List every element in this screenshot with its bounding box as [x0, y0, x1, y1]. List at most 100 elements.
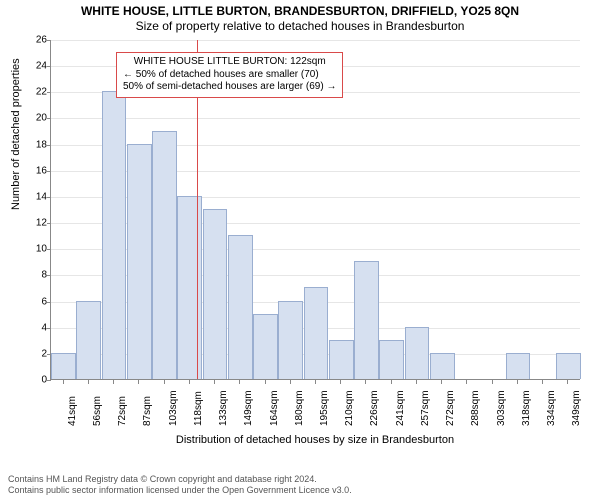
gridline: [51, 118, 580, 119]
xtick-label: 41sqm: [67, 396, 78, 426]
xtick-mark: [441, 380, 442, 384]
xtick-label: 349sqm: [571, 390, 582, 426]
xtick-mark: [391, 380, 392, 384]
xtick-label: 103sqm: [168, 390, 179, 426]
ytick-mark: [47, 328, 51, 329]
histogram-bar: [556, 353, 581, 379]
ytick-mark: [47, 40, 51, 41]
ytick-mark: [47, 197, 51, 198]
xtick-label: 226sqm: [369, 390, 380, 426]
xtick-mark: [138, 380, 139, 384]
xtick-label: 210sqm: [344, 390, 355, 426]
xtick-label: 272sqm: [445, 390, 456, 426]
xtick-mark: [416, 380, 417, 384]
ytick-label: 26: [27, 35, 47, 46]
histogram-bar: [430, 353, 455, 379]
annotation-line: ← 50% of detached houses are smaller (70…: [123, 69, 336, 82]
x-axis-label: Distribution of detached houses by size …: [50, 434, 580, 446]
histogram-bar: [405, 327, 430, 379]
ytick-label: 12: [27, 218, 47, 229]
ytick-mark: [47, 118, 51, 119]
histogram-bar: [253, 314, 278, 379]
ytick-label: 10: [27, 244, 47, 255]
gridline: [51, 40, 580, 41]
xtick-mark: [189, 380, 190, 384]
xtick-mark: [214, 380, 215, 384]
xtick-label: 149sqm: [243, 390, 254, 426]
xtick-mark: [265, 380, 266, 384]
xtick-mark: [567, 380, 568, 384]
xtick-mark: [113, 380, 114, 384]
xtick-label: 56sqm: [92, 396, 103, 426]
ytick-label: 8: [27, 270, 47, 281]
ytick-label: 18: [27, 139, 47, 150]
ytick-label: 22: [27, 87, 47, 98]
histogram-bar: [152, 131, 177, 379]
ytick-mark: [47, 380, 51, 381]
xtick-mark: [492, 380, 493, 384]
ytick-mark: [47, 249, 51, 250]
xtick-label: 195sqm: [319, 390, 330, 426]
y-axis-label: Number of detached properties: [10, 58, 22, 210]
histogram-bar: [127, 144, 152, 379]
xtick-label: 334sqm: [546, 390, 557, 426]
ytick-label: 0: [27, 375, 47, 386]
histogram-bar: [102, 91, 127, 379]
xtick-mark: [63, 380, 64, 384]
ytick-label: 14: [27, 191, 47, 202]
histogram-bar: [177, 196, 202, 379]
xtick-mark: [340, 380, 341, 384]
histogram-bar: [203, 209, 228, 379]
annotation-line: WHITE HOUSE LITTLE BURTON: 122sqm: [123, 56, 336, 69]
ytick-mark: [47, 92, 51, 93]
xtick-label: 133sqm: [218, 390, 229, 426]
xtick-label: 164sqm: [269, 390, 280, 426]
ytick-mark: [47, 302, 51, 303]
page-title: WHITE HOUSE, LITTLE BURTON, BRANDESBURTO…: [8, 4, 592, 18]
xtick-mark: [365, 380, 366, 384]
xtick-mark: [164, 380, 165, 384]
xtick-mark: [239, 380, 240, 384]
xtick-label: 288sqm: [470, 390, 481, 426]
histogram-bar: [304, 287, 329, 379]
ytick-mark: [47, 275, 51, 276]
ytick-mark: [47, 223, 51, 224]
histogram-bar: [329, 340, 354, 379]
xtick-mark: [290, 380, 291, 384]
xtick-label: 87sqm: [142, 396, 153, 426]
histogram-bar: [506, 353, 531, 379]
ytick-label: 4: [27, 322, 47, 333]
xtick-label: 241sqm: [395, 390, 406, 426]
xtick-label: 303sqm: [496, 390, 507, 426]
annotation-line: 50% of semi-detached houses are larger (…: [123, 81, 336, 94]
xtick-label: 257sqm: [420, 390, 431, 426]
footer-line-1: Contains HM Land Registry data © Crown c…: [8, 474, 352, 485]
xtick-label: 318sqm: [521, 390, 532, 426]
xtick-mark: [466, 380, 467, 384]
ytick-mark: [47, 66, 51, 67]
ytick-label: 20: [27, 113, 47, 124]
ytick-mark: [47, 171, 51, 172]
xtick-mark: [542, 380, 543, 384]
plot-area: 02468101214161820222426WHITE HOUSE LITTL…: [50, 40, 580, 380]
histogram-bar: [278, 301, 303, 379]
footer-attribution: Contains HM Land Registry data © Crown c…: [8, 474, 352, 496]
page-subtitle: Size of property relative to detached ho…: [8, 19, 592, 33]
histogram-bar: [76, 301, 101, 379]
histogram-chart: 02468101214161820222426WHITE HOUSE LITTL…: [50, 40, 580, 410]
ytick-label: 6: [27, 296, 47, 307]
ytick-label: 24: [27, 61, 47, 72]
histogram-bar: [354, 261, 379, 379]
ytick-label: 16: [27, 165, 47, 176]
annotation-box: WHITE HOUSE LITTLE BURTON: 122sqm← 50% o…: [116, 52, 343, 98]
ytick-label: 2: [27, 348, 47, 359]
histogram-bar: [228, 235, 253, 379]
xtick-label: 180sqm: [294, 390, 305, 426]
histogram-bar: [379, 340, 404, 379]
ytick-mark: [47, 145, 51, 146]
xtick-mark: [315, 380, 316, 384]
xtick-label: 118sqm: [193, 391, 204, 426]
histogram-bar: [51, 353, 76, 379]
footer-line-2: Contains public sector information licen…: [8, 485, 352, 496]
xtick-mark: [88, 380, 89, 384]
